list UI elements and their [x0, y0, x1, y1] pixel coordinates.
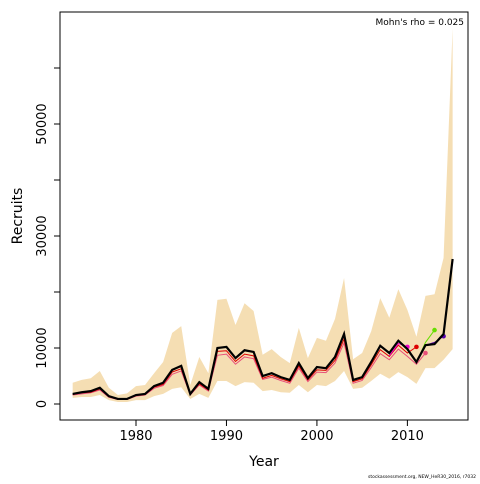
y-axis-label: Recruits — [10, 188, 26, 245]
confidence-band — [72, 28, 453, 403]
x-tick-label: 1990 — [210, 429, 243, 444]
y-tick-label: 30000 — [35, 215, 50, 256]
footer: stockassessment.org, NEW_HeR30_2016, r70… — [368, 474, 476, 480]
x-tick-label: 1980 — [119, 429, 152, 444]
y-tick-label: 10000 — [35, 327, 50, 368]
plot-frame — [59, 11, 469, 421]
annotation: Mohn's rho = 0.025 — [376, 18, 464, 28]
y-tick-label: 0 — [35, 400, 50, 408]
x-tick-label: 2010 — [391, 429, 424, 444]
end-point — [432, 327, 437, 333]
end-point — [423, 350, 428, 356]
y-tick-label: 50000 — [35, 103, 50, 144]
x-axis-label: Year — [248, 454, 279, 470]
series-line — [72, 258, 454, 401]
x-tick-label: 2000 — [300, 429, 333, 444]
end-point — [414, 344, 419, 350]
